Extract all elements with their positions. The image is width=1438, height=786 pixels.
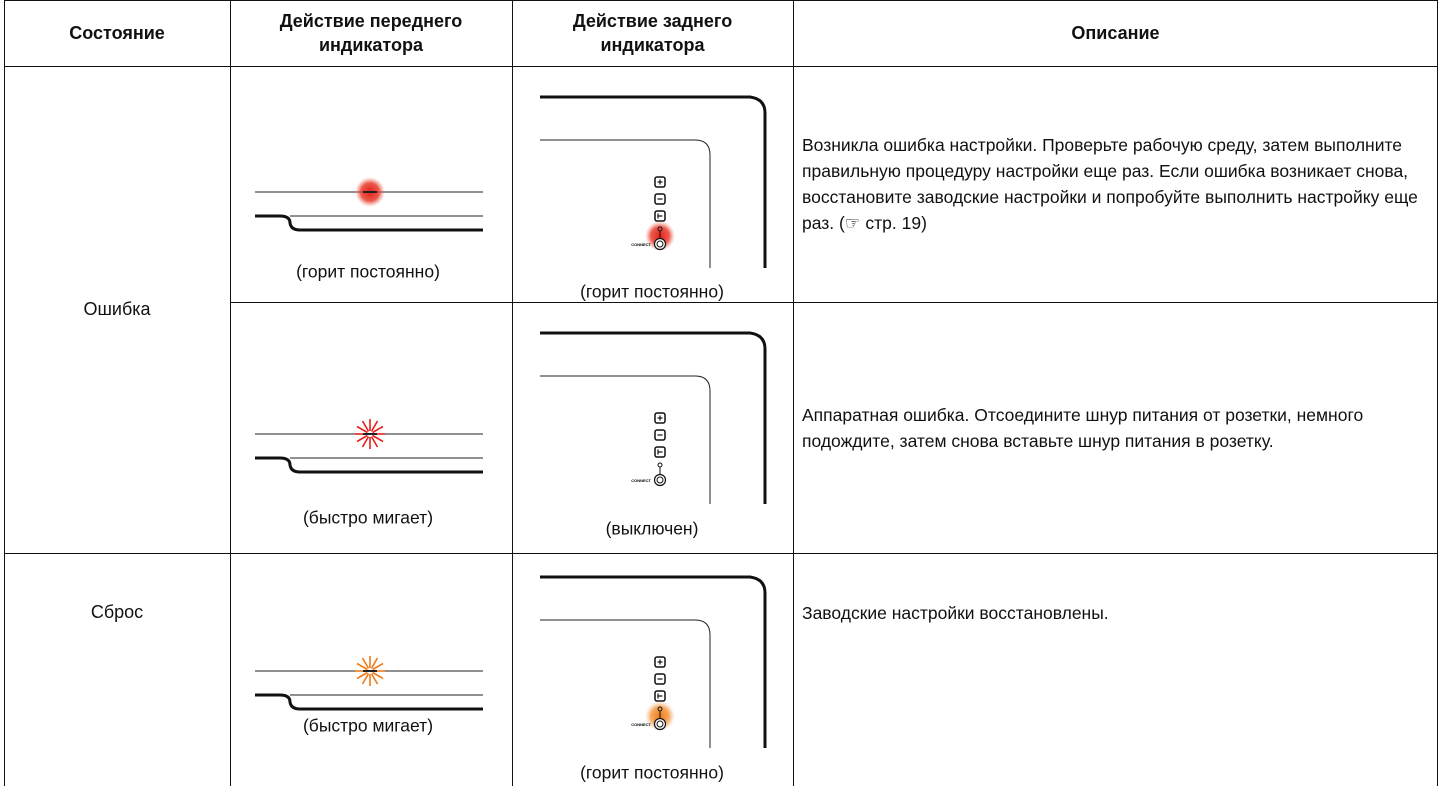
connect-button: [656, 476, 664, 484]
header-cell: Действие переднего индикатора: [230, 0, 512, 66]
connect-button: [653, 237, 667, 251]
led-ray: [370, 420, 379, 432]
led: [657, 462, 663, 468]
led-ray: [356, 425, 368, 434]
device-edge: [255, 456, 483, 474]
rear-caption: (горит постоянно): [580, 281, 724, 302]
header-text: Действие переднего индикатора: [279, 11, 463, 55]
header-text: Состояние: [69, 23, 165, 43]
panel-edge: [540, 619, 711, 748]
state-cell: Ошибка: [83, 299, 151, 319]
header-cell: Действие заднего индикатора: [512, 0, 793, 66]
description-cell: Возникла ошибка настройки. Проверьте раб…: [802, 135, 1418, 233]
front-caption: (быстро мигает): [302, 715, 434, 736]
panel-label: CONNECT: [631, 478, 651, 483]
front-caption: (быстро мигает): [302, 507, 434, 528]
led-ray: [372, 662, 384, 671]
rule: [230, 302, 1438, 303]
panel-label: CONNECT: [631, 722, 651, 727]
led-ray: [356, 434, 368, 443]
header-cell: Описание: [793, 0, 1438, 66]
panel-edge: [540, 95, 767, 268]
connect-button: [656, 720, 664, 728]
header-cell: Состояние: [4, 0, 230, 66]
device-edge: [255, 214, 483, 232]
led-ray: [361, 436, 370, 448]
led-ray: [372, 425, 384, 434]
state-cell: Сброс: [90, 602, 144, 622]
rule: [4, 0, 1438, 1]
led-ray: [356, 671, 368, 680]
rear-caption: (горит постоянно): [580, 762, 724, 783]
rear-caption: (выключен): [605, 518, 699, 539]
description-cell: Аппаратная ошибка. Отсоедините шнур пита…: [802, 404, 1364, 451]
led-ray: [372, 671, 384, 680]
panel-label: CONNECT: [631, 242, 651, 247]
led-ray: [370, 436, 379, 448]
led-ray: [361, 420, 370, 432]
panel-edge: [540, 139, 711, 268]
led-ray: [372, 434, 384, 443]
rule: [512, 0, 513, 786]
rule: [230, 0, 231, 786]
header-text: Описание: [1071, 23, 1160, 43]
panel-edge: [540, 575, 767, 748]
connect-button: [653, 717, 667, 731]
led-ray: [370, 673, 379, 685]
connect-button: [653, 473, 667, 487]
rule: [4, 553, 1438, 554]
description-cell: Заводские настройки восстановлены.: [802, 602, 1109, 623]
led-ray: [370, 657, 379, 669]
led-ray: [361, 673, 370, 685]
panel-edge: [540, 331, 767, 504]
header-text: Действие заднего индикатора: [572, 11, 733, 55]
front-caption: (горит постоянно): [296, 261, 440, 282]
led-ray: [356, 662, 368, 671]
rule: [4, 0, 5, 786]
connect-button: [656, 240, 664, 248]
led-ray: [361, 657, 370, 669]
panel-edge: [540, 375, 711, 504]
rule: [793, 0, 794, 786]
rule: [4, 66, 1438, 67]
device-edge: [255, 693, 483, 711]
